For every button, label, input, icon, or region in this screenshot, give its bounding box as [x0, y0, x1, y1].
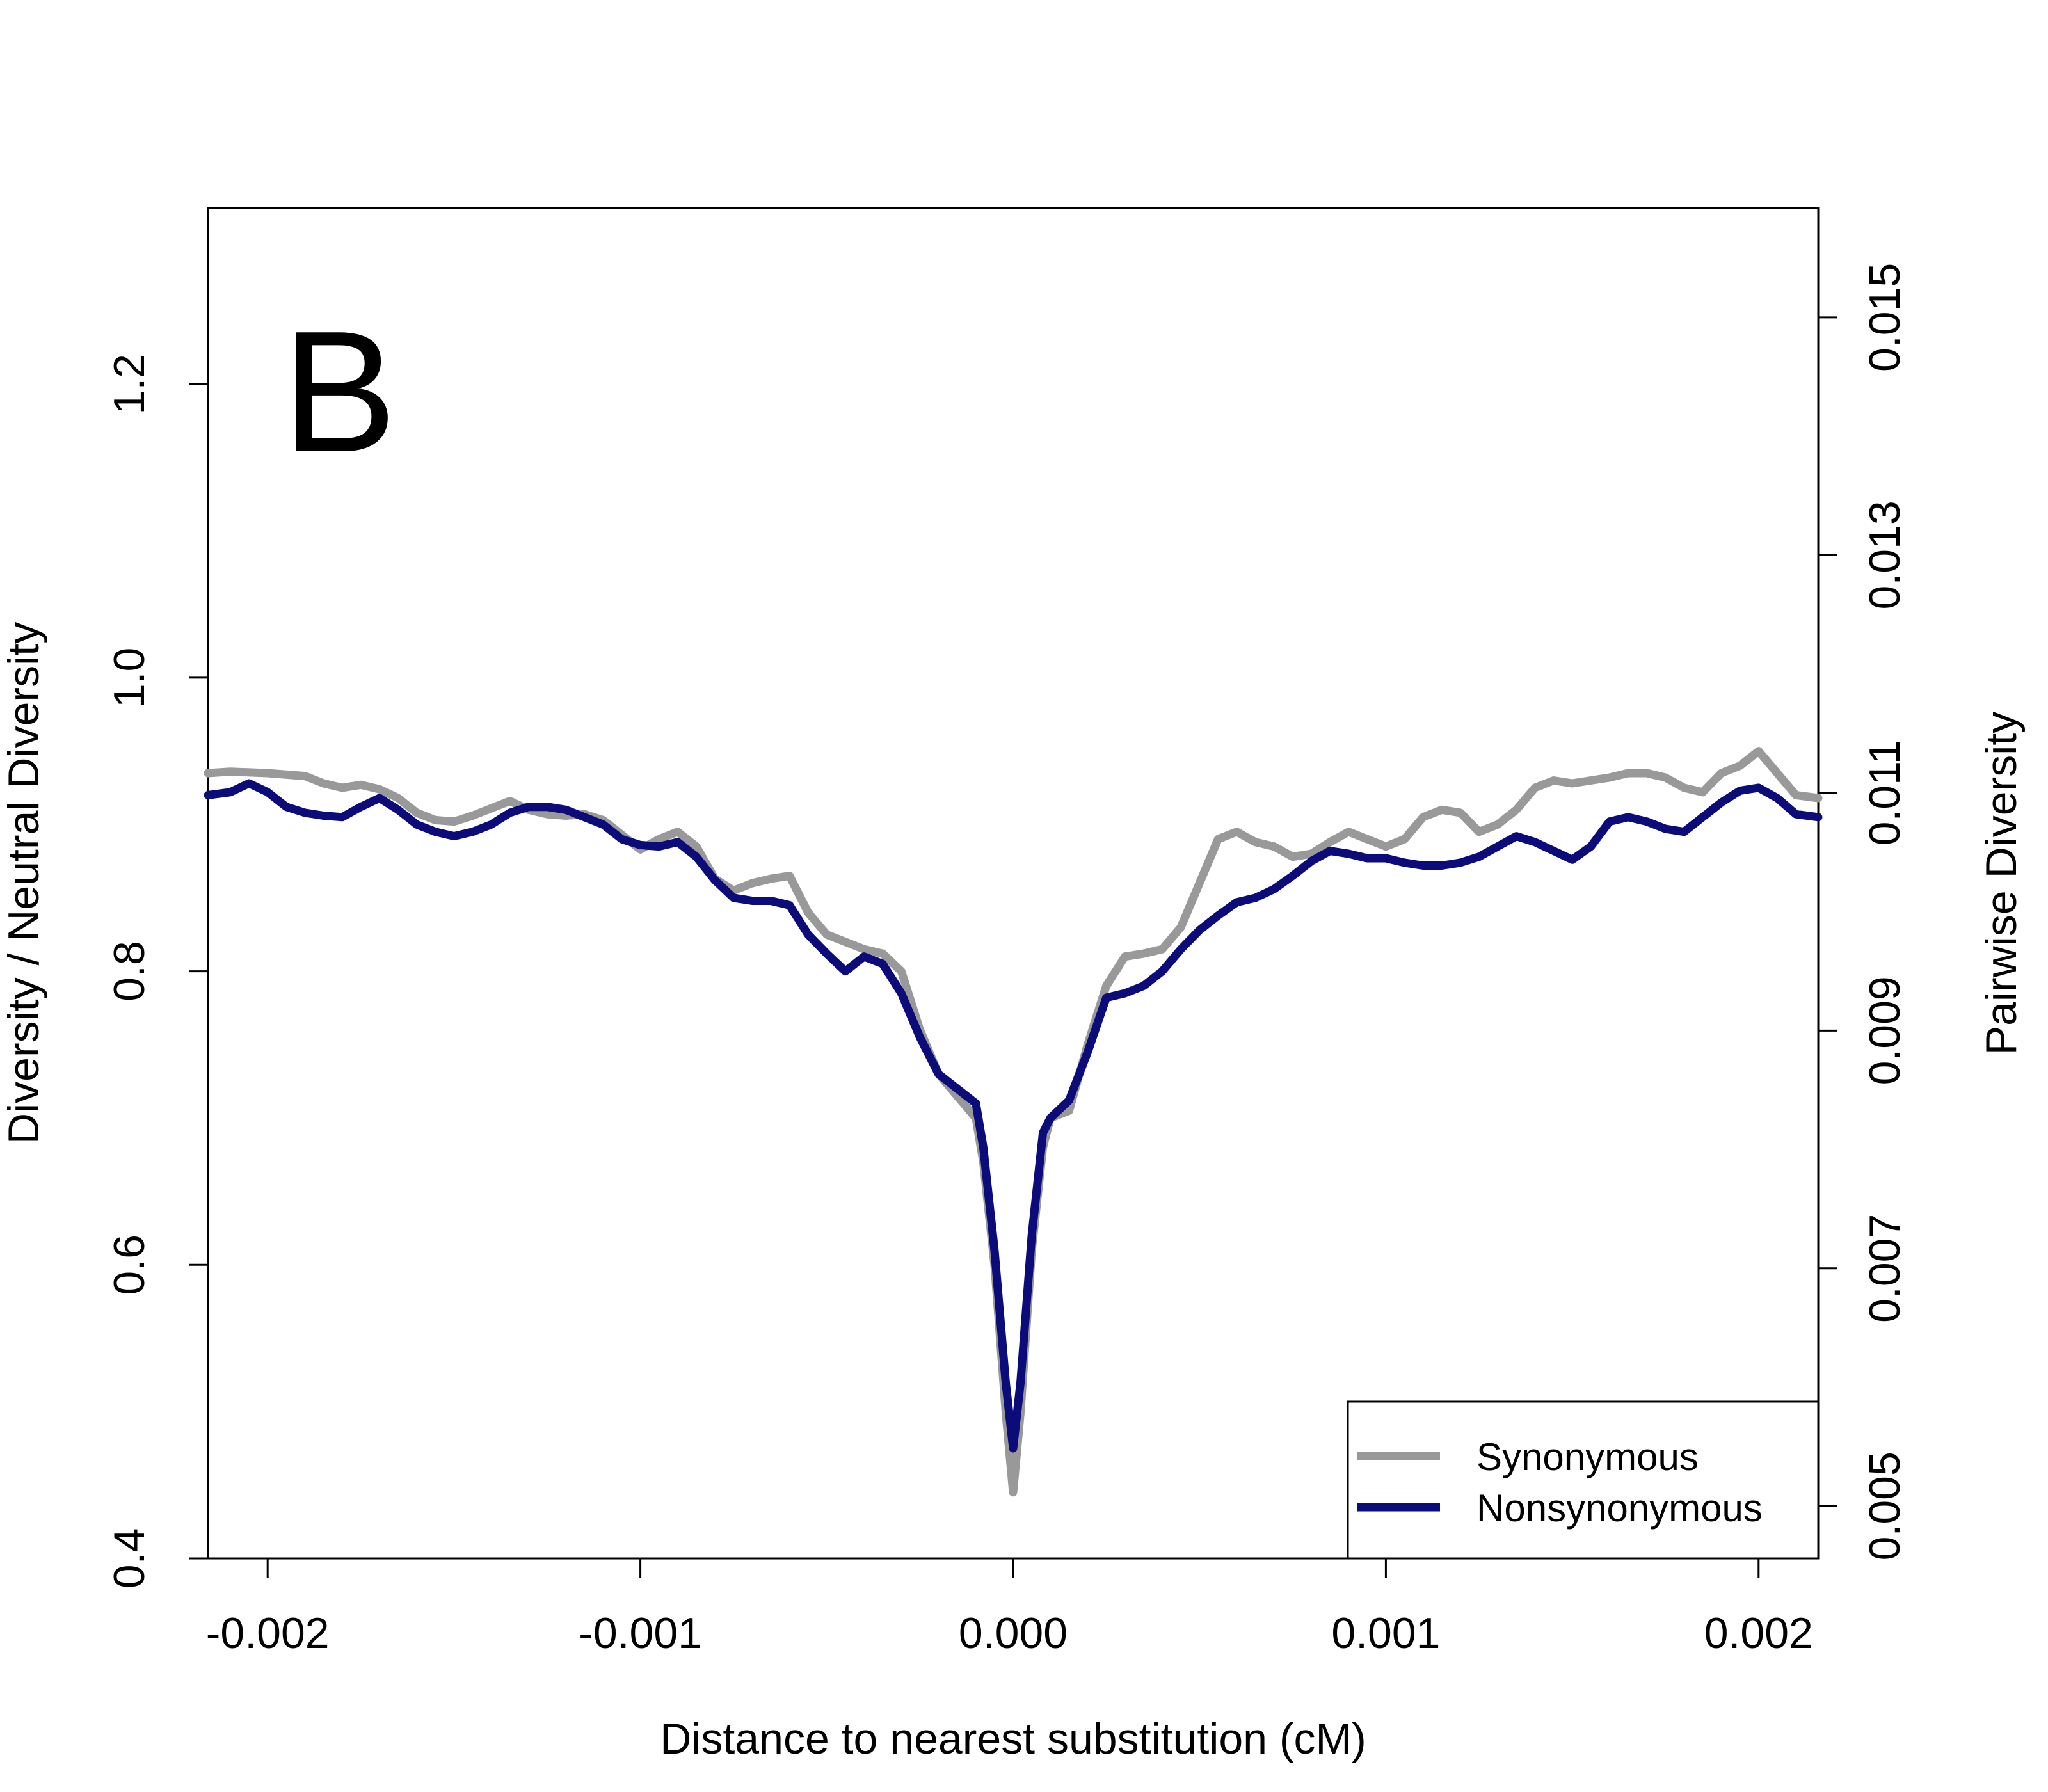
- y-right-tick-label: 0.005: [1860, 1452, 1909, 1560]
- y-right-tick-label: 0.009: [1860, 976, 1909, 1085]
- legend-label-nonsynonymous: Nonsynonymous: [1476, 1487, 1763, 1530]
- x-tick-label: 0.000: [959, 1609, 1068, 1658]
- y-right-tick-label: 0.013: [1860, 500, 1909, 609]
- y-tick-label: 0.6: [105, 1235, 154, 1295]
- y-right-tick-label: 0.011: [1860, 740, 1909, 845]
- x-tick-label: 0.002: [1704, 1609, 1813, 1658]
- y-right-tick-label: 0.015: [1860, 263, 1909, 372]
- series-layer: [204, 747, 1823, 1497]
- y-right-axis-title: Pairwise Diversity: [1977, 712, 2026, 1055]
- y-right-axis: 0.005 0.007 0.009 0.011 0.013 0.015: [1818, 263, 1909, 1560]
- legend: Synonymous Nonsynonymous: [1347, 1400, 1820, 1560]
- y-axis: 0.4 0.6 0.8 1.0 1.2: [105, 354, 208, 1588]
- y-tick-label: 0.4: [105, 1528, 154, 1589]
- y-right-tick-label: 0.007: [1860, 1214, 1909, 1323]
- panel-label: B: [282, 296, 397, 488]
- x-tick-label: 0.001: [1331, 1609, 1440, 1658]
- y-tick-label: 1.2: [105, 354, 154, 415]
- y-tick-label: 0.8: [105, 941, 154, 1002]
- x-tick-label: -0.001: [579, 1609, 702, 1658]
- y-axis-title: Diversity / Neutral Diversity: [0, 622, 48, 1144]
- y-tick-label: 1.0: [105, 648, 154, 708]
- series-line-nonsynonymous: [204, 779, 1823, 1453]
- x-axis-title: Distance to nearest substitution (cM): [660, 1715, 1366, 1763]
- legend-box: [1347, 1400, 1820, 1560]
- legend-label-synonymous: Synonymous: [1476, 1436, 1699, 1478]
- x-tick-label: -0.002: [206, 1609, 330, 1658]
